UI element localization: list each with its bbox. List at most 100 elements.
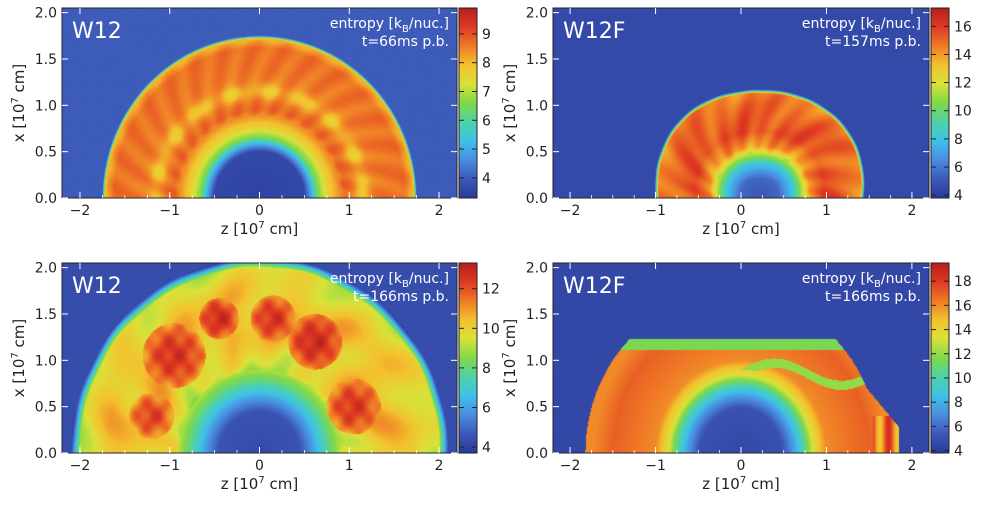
y-tick-label: 0.5 bbox=[526, 145, 548, 161]
x-tick-label: −2 bbox=[560, 203, 581, 219]
y-tick-label: 0.0 bbox=[526, 191, 548, 207]
heatmap-image bbox=[553, 263, 929, 453]
y-tick-label: 1.0 bbox=[35, 353, 57, 369]
x-tick-label: 1 bbox=[345, 458, 354, 474]
x-tick-label: 2 bbox=[435, 203, 444, 219]
panel-label: W12F bbox=[563, 274, 625, 299]
y-axis-label: x [107 cm] bbox=[10, 319, 28, 397]
y-tick-label: 1.5 bbox=[35, 307, 57, 323]
annotation-quantity: entropy [kB/nuc.] bbox=[330, 271, 449, 290]
colorbar-tick-label: 5 bbox=[482, 142, 491, 158]
y-axis-label: x [107 cm] bbox=[501, 319, 519, 397]
heatmap-image bbox=[553, 8, 929, 198]
colorbar-tick-label: 7 bbox=[482, 84, 491, 100]
x-tick-label: 0 bbox=[255, 458, 264, 474]
y-axis-label: x [107 cm] bbox=[501, 64, 519, 142]
colorbar-tick-label: 16 bbox=[954, 19, 972, 35]
colorbar-tick-label: 8 bbox=[482, 56, 491, 72]
x-axis-label: z [107 cm] bbox=[702, 475, 779, 493]
colorbar-tick-label: 4 bbox=[482, 171, 491, 187]
colorbar-tick-label: 4 bbox=[954, 444, 963, 460]
colorbar bbox=[459, 8, 477, 198]
y-tick-label: 1.5 bbox=[526, 307, 548, 323]
colorbar-frame bbox=[930, 262, 950, 454]
x-tick-label: 0 bbox=[255, 203, 264, 219]
annotation-time: t=157ms p.b. bbox=[825, 34, 921, 50]
annotation-quantity: entropy [kB/nuc.] bbox=[330, 16, 449, 35]
colorbar-tick-label: 8 bbox=[482, 361, 491, 377]
colorbar-tick-label: 16 bbox=[954, 298, 972, 314]
y-tick-label: 0.0 bbox=[35, 446, 57, 462]
y-tick-label: 2.0 bbox=[526, 6, 548, 22]
colorbar-tick-label: 10 bbox=[954, 371, 972, 387]
annotation-quantity: entropy [kB/nuc.] bbox=[802, 271, 921, 290]
x-tick-label: −2 bbox=[70, 203, 91, 219]
colorbar bbox=[459, 263, 477, 453]
x-tick-label: −1 bbox=[645, 203, 666, 219]
colorbar-tick-label: 9 bbox=[482, 27, 491, 43]
x-tick-label: −1 bbox=[159, 203, 180, 219]
colorbar-tick-label: 6 bbox=[954, 419, 963, 435]
y-tick-label: 0.0 bbox=[35, 191, 57, 207]
y-tick-label: 2.0 bbox=[35, 6, 57, 22]
annotation-quantity: entropy [kB/nuc.] bbox=[802, 16, 921, 35]
annotation-time: t=166ms p.b. bbox=[353, 289, 449, 305]
colorbar-tick-label: 12 bbox=[954, 76, 972, 92]
panel-4: −2 −1 0 1 20.00.51.01.52.0z [107 cm]x [107 c… bbox=[501, 261, 972, 493]
colorbar-tick-label: 6 bbox=[954, 160, 963, 176]
annotation-time: t=166ms p.b. bbox=[825, 289, 921, 305]
y-tick-label: 0.5 bbox=[35, 145, 57, 161]
colorbar bbox=[931, 263, 949, 453]
colorbar-tick-label: 12 bbox=[954, 347, 972, 363]
x-tick-label: 2 bbox=[907, 458, 916, 474]
heatmap-image bbox=[62, 8, 457, 198]
panel-2: −2 −1 0 1 20.00.51.01.52.0z [107 cm]x [107 c… bbox=[501, 6, 972, 238]
heatmap-image bbox=[62, 263, 457, 453]
y-tick-label: 1.0 bbox=[35, 98, 57, 114]
x-axis-label: z [107 cm] bbox=[702, 220, 779, 238]
x-axis-label: z [107 cm] bbox=[221, 475, 298, 493]
colorbar-tick-label: 10 bbox=[482, 321, 500, 337]
colorbar-tick-label: 12 bbox=[482, 282, 500, 298]
y-tick-label: 1.5 bbox=[526, 52, 548, 68]
x-tick-label: 1 bbox=[822, 458, 831, 474]
colorbar-tick-label: 6 bbox=[482, 113, 491, 129]
y-tick-label: 0.0 bbox=[526, 446, 548, 462]
x-tick-label: 2 bbox=[435, 458, 444, 474]
panel-label: W12 bbox=[72, 274, 122, 299]
colorbar-tick-label: 6 bbox=[482, 400, 491, 416]
panel-label: W12 bbox=[72, 19, 122, 44]
colorbar-frame bbox=[458, 262, 478, 454]
colorbar-tick-label: 8 bbox=[954, 132, 963, 148]
y-tick-label: 1.0 bbox=[526, 353, 548, 369]
x-tick-label: 1 bbox=[345, 203, 354, 219]
x-tick-label: −2 bbox=[560, 458, 581, 474]
x-tick-label: −2 bbox=[70, 458, 91, 474]
panel-label: W12F bbox=[563, 19, 625, 44]
x-tick-label: 2 bbox=[907, 203, 916, 219]
panel-3: −2 −1 0 1 20.00.51.01.52.0z [107 cm]x [107 c… bbox=[10, 261, 500, 493]
y-tick-label: 2.0 bbox=[526, 261, 548, 277]
colorbar-tick-label: 4 bbox=[482, 440, 491, 456]
x-tick-label: 1 bbox=[822, 203, 831, 219]
colorbar bbox=[931, 8, 949, 198]
colorbar-tick-label: 18 bbox=[954, 274, 972, 290]
colorbar-tick-label: 14 bbox=[954, 323, 972, 339]
colorbar-tick-label: 14 bbox=[954, 47, 972, 63]
annotation-time: t=66ms p.b. bbox=[362, 34, 449, 50]
colorbar-frame bbox=[930, 7, 950, 199]
x-tick-label: 0 bbox=[737, 458, 746, 474]
y-tick-label: 1.0 bbox=[526, 98, 548, 114]
y-tick-label: 0.5 bbox=[526, 400, 548, 416]
y-tick-label: 1.5 bbox=[35, 52, 57, 68]
colorbar-tick-label: 10 bbox=[954, 104, 972, 120]
x-tick-label: −1 bbox=[645, 458, 666, 474]
y-axis-label: x [107 cm] bbox=[10, 64, 28, 142]
y-tick-label: 2.0 bbox=[35, 261, 57, 277]
colorbar-frame bbox=[458, 7, 478, 199]
colorbar-tick-label: 8 bbox=[954, 395, 963, 411]
x-axis-label: z [107 cm] bbox=[221, 220, 298, 238]
x-tick-label: 0 bbox=[737, 203, 746, 219]
